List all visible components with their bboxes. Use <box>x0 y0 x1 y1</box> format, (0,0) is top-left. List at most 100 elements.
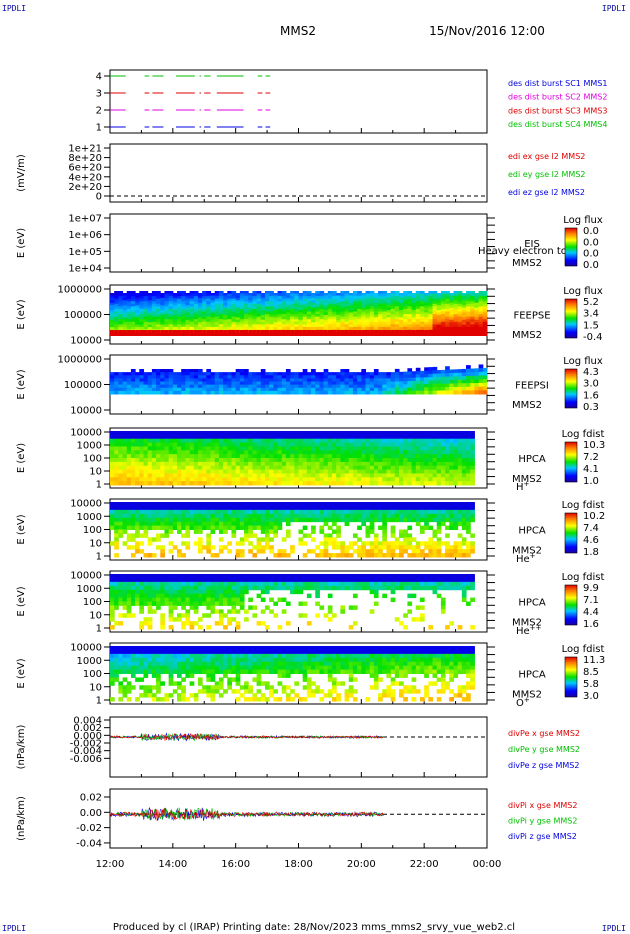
heatmap-cell <box>390 291 396 295</box>
heatmap-cell <box>227 324 232 328</box>
heatmap-cell <box>332 319 337 323</box>
heatmap-cell <box>206 296 212 300</box>
heatmap-cell <box>122 431 128 436</box>
heatmap-cell <box>466 296 471 300</box>
heatmap-cell <box>118 481 124 486</box>
heatmap-cell <box>172 593 178 599</box>
heatmap-cell <box>461 450 467 455</box>
heatmap-cell <box>227 314 232 318</box>
heatmap-cell <box>294 324 299 328</box>
heatmap-cell <box>147 307 153 311</box>
heatmap-cell <box>352 533 358 538</box>
heatmap-cell <box>311 446 316 451</box>
heatmap-cell <box>193 577 199 583</box>
heatmap-cell <box>223 481 228 486</box>
heatmap-cell <box>348 469 354 474</box>
heatmap-cell <box>189 477 195 482</box>
heatmap-cell <box>193 505 199 511</box>
heatmap-cell <box>419 316 425 320</box>
colorbar-tick-label: 10.2 <box>583 511 605 522</box>
heatmap-cell <box>235 609 241 614</box>
heatmap-cell <box>139 293 145 297</box>
heatmap-cell <box>160 533 165 538</box>
heatmap-cell <box>168 311 174 315</box>
heatmap-cell <box>260 461 266 467</box>
heatmap-cell <box>386 442 392 447</box>
heatmap-cell <box>218 537 224 542</box>
heatmap-cell <box>319 549 325 554</box>
heatmap-cell <box>168 301 174 305</box>
heatmap-cell <box>348 481 354 486</box>
heatmap-cell <box>210 469 216 474</box>
heatmap-cell <box>361 369 367 373</box>
heatmap-cell <box>382 431 387 436</box>
heatmap-cell <box>281 372 287 376</box>
heatmap-cell <box>277 513 283 519</box>
heatmap-cell <box>390 293 396 297</box>
heatmap-cell <box>181 330 186 336</box>
heatmap-cell <box>202 303 207 307</box>
heatmap-cell <box>415 377 421 382</box>
heatmap-cell <box>361 545 367 550</box>
heatmap-cell <box>285 375 291 379</box>
heatmap-cell <box>390 509 396 515</box>
heatmap-cell <box>256 469 262 474</box>
heatmap-cell <box>177 465 182 471</box>
heatmap-cell <box>223 502 228 507</box>
heatmap-cell <box>126 545 132 550</box>
heatmap-cell <box>352 442 358 447</box>
heatmap-cell <box>143 316 149 320</box>
heatmap-cell <box>411 305 417 309</box>
heatmap-cell <box>482 375 488 380</box>
heatmap-cell <box>218 431 224 436</box>
heatmap-cell <box>168 296 174 300</box>
heatmap-cell <box>445 513 450 519</box>
heatmap-cell <box>411 502 417 507</box>
heatmap-cell <box>373 317 379 321</box>
heatmap-cell <box>168 298 174 302</box>
heatmap-cell <box>344 450 350 455</box>
heatmap-cell <box>470 368 475 373</box>
heatmap-cell <box>277 553 283 558</box>
heatmap-cell <box>340 330 346 336</box>
heatmap-cell <box>177 387 182 392</box>
heatmap-cell <box>256 454 262 459</box>
heatmap-cell <box>135 454 140 459</box>
heatmap-cell <box>239 390 245 395</box>
heatmap-cell <box>285 505 291 511</box>
heatmap-cell <box>432 370 438 375</box>
heatmap-cell <box>227 378 232 382</box>
heatmap-cell <box>482 330 488 336</box>
heatmap-cell <box>239 473 245 478</box>
heatmap-cell <box>340 454 346 459</box>
heatmap-cell <box>428 517 434 523</box>
heatmap-cell <box>235 330 241 336</box>
heatmap-cell <box>139 625 145 630</box>
heatmap-cell <box>315 505 320 511</box>
heatmap-cell <box>256 314 262 318</box>
heatmap-cell <box>306 533 312 538</box>
heatmap-cell <box>223 509 228 515</box>
y-tick-label: 1000000 <box>57 355 102 366</box>
heatmap-cell <box>323 461 329 467</box>
heatmap-cell <box>399 549 404 554</box>
heatmap-cell <box>445 465 450 471</box>
heatmap-cell <box>436 473 442 478</box>
heatmap-cell <box>273 521 279 527</box>
heatmap-cell <box>440 553 446 558</box>
heatmap-cell <box>147 446 153 451</box>
heatmap-cell <box>403 303 408 307</box>
heatmap-cell <box>244 446 249 451</box>
heatmap-cell <box>248 327 253 331</box>
heatmap-cell <box>424 302 429 306</box>
heatmap-cell <box>172 307 178 311</box>
heatmap-cell <box>122 521 128 527</box>
heatmap-cell <box>189 502 195 507</box>
heatmap-cell <box>344 473 350 478</box>
heatmap-cell <box>432 477 438 482</box>
heatmap-cell <box>436 317 442 321</box>
heatmap-cell <box>319 326 325 330</box>
heatmap-cell <box>197 319 203 323</box>
heatmap-cell <box>193 330 199 336</box>
heatmap-cell <box>440 330 446 336</box>
